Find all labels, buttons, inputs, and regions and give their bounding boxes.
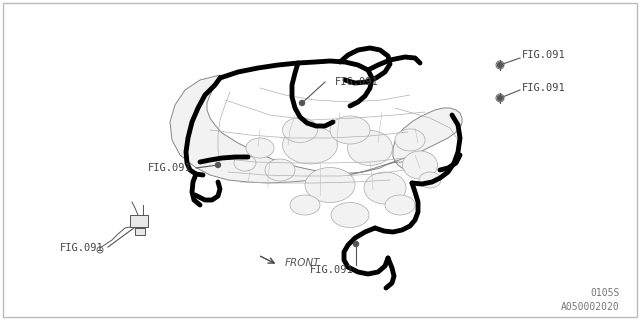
- Ellipse shape: [331, 203, 369, 228]
- Circle shape: [497, 95, 502, 100]
- Text: 0105S: 0105S: [591, 288, 620, 298]
- Ellipse shape: [246, 138, 274, 158]
- Circle shape: [300, 100, 305, 106]
- Ellipse shape: [234, 155, 256, 171]
- Text: FIG.091: FIG.091: [60, 243, 104, 253]
- Polygon shape: [170, 75, 462, 183]
- Ellipse shape: [403, 151, 438, 179]
- Text: FIG.091: FIG.091: [522, 83, 566, 93]
- Ellipse shape: [395, 129, 425, 151]
- Text: FIG.091: FIG.091: [310, 265, 354, 275]
- Ellipse shape: [305, 167, 355, 203]
- Ellipse shape: [330, 116, 370, 144]
- Circle shape: [497, 62, 502, 68]
- Ellipse shape: [290, 195, 320, 215]
- Text: FIG.091: FIG.091: [148, 163, 192, 173]
- Text: FRONT: FRONT: [285, 258, 321, 268]
- Bar: [135, 228, 145, 235]
- Circle shape: [136, 222, 141, 228]
- Text: FIG.091: FIG.091: [335, 77, 379, 87]
- Ellipse shape: [385, 195, 415, 215]
- Ellipse shape: [265, 159, 295, 181]
- Ellipse shape: [348, 131, 392, 165]
- Ellipse shape: [282, 126, 337, 164]
- Ellipse shape: [419, 172, 441, 188]
- Ellipse shape: [282, 117, 317, 142]
- Ellipse shape: [364, 172, 406, 204]
- Text: A050002020: A050002020: [561, 302, 620, 312]
- Text: FIG.091: FIG.091: [522, 50, 566, 60]
- Bar: [130, 215, 148, 227]
- Circle shape: [216, 163, 221, 167]
- Circle shape: [353, 242, 358, 246]
